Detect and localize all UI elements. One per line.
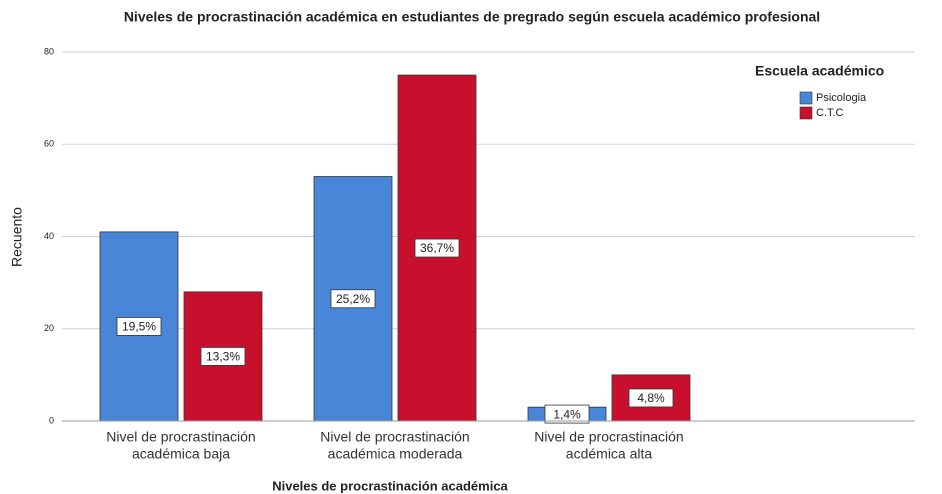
y-tick-label: 60	[44, 139, 54, 149]
legend-title: Escuela académico	[755, 63, 884, 79]
x-axis-label: Niveles de procrastinación académica	[272, 478, 508, 493]
value-label-box	[414, 238, 460, 258]
x-tick-label: académica moderada	[328, 446, 463, 462]
value-label: 13,3%	[206, 350, 240, 364]
y-tick-label: 80	[44, 46, 54, 56]
y-tick-label: 40	[44, 231, 54, 241]
x-tick-label: Nivel de procrastinación	[320, 429, 469, 445]
chart-title: Niveles de procrastinación académica en …	[124, 9, 820, 25]
legend-label: Psicologia	[816, 92, 867, 104]
value-label-box	[628, 388, 674, 408]
x-tick-label: Nivel de procrastinación	[106, 429, 255, 445]
value-label-box	[200, 347, 246, 366]
value-label: 25,2%	[336, 292, 370, 306]
legend-swatch	[799, 106, 813, 120]
x-tick-label: académica baja	[132, 446, 230, 462]
value-label: 19,5%	[122, 320, 156, 334]
y-tick-label: 20	[44, 323, 54, 333]
value-label: 4,8%	[637, 391, 665, 405]
value-label-box	[116, 317, 162, 336]
x-tick-label: acdémica alta	[566, 446, 653, 462]
y-tick-label: 0	[49, 415, 54, 425]
value-label: 36,7%	[420, 241, 454, 255]
value-label-box	[544, 404, 590, 424]
legend-swatch	[799, 91, 813, 105]
value-label-box	[330, 289, 376, 309]
x-tick-label: Nivel de procrastinación	[534, 429, 683, 445]
y-axis-label: Recuento	[9, 207, 25, 267]
legend-label: C.T.C	[816, 107, 844, 119]
value-label: 1,4%	[553, 407, 581, 421]
